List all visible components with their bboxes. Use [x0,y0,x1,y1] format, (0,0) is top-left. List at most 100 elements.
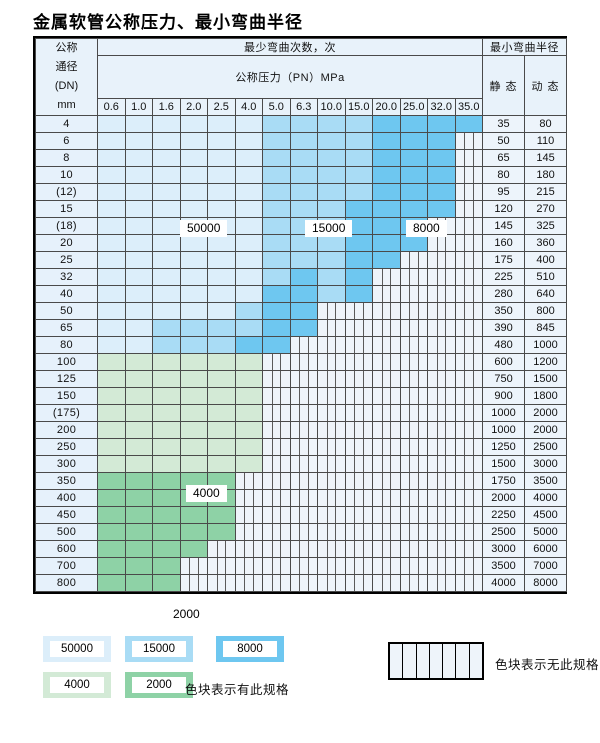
spec-cell-empty [399,268,428,286]
dn-value: 700 [35,557,98,575]
spec-cell-filled [97,557,126,575]
spec-cell-filled [207,166,236,184]
spec-cell-empty [454,574,484,592]
spec-cell-empty [344,438,373,456]
spec-cell-filled [152,438,181,456]
spec-cell-empty [289,387,318,405]
spec-cell-filled [317,115,346,133]
spec-cell-filled [427,149,456,167]
spec-cell-empty [427,472,456,490]
spec-cell-filled [427,132,456,150]
spec-cell-filled [427,166,456,184]
spec-cell-filled [97,115,126,133]
spec-cell-filled [97,217,126,235]
spec-cell-empty [372,523,401,541]
spec-cell-empty [344,557,373,575]
spec-cell-empty [372,438,401,456]
spec-cell-filled [289,166,318,184]
pressure-col-header: 15.0 [344,98,373,116]
spec-cell-empty [454,302,484,320]
spec-cell-filled [124,251,153,269]
spec-cell-filled [372,217,401,235]
spec-cell-empty [289,540,318,558]
spec-cell-empty [427,251,456,269]
spec-cell-filled [97,370,126,388]
pressure-col-header: 6.3 [289,98,318,116]
spec-cell-filled [124,438,153,456]
spec-cell-empty [427,421,456,439]
pressure-col-header: 20.0 [372,98,401,116]
table-row: 800 4000 8000 [35,574,568,592]
spec-cell-filled [234,370,263,388]
spec-cell-filled [234,149,263,167]
spec-cell-filled [344,115,373,133]
spec-cell-filled [152,404,181,422]
spec-cell-filled [289,234,318,252]
spec-cell-empty [372,353,401,371]
spec-cell-filled [234,455,263,473]
spec-cell-empty [317,540,346,558]
spec-cell-filled [124,285,153,303]
spec-cell-filled [207,285,236,303]
spec-cell-filled [97,336,126,354]
spec-cell-empty [372,455,401,473]
spec-cell-empty [262,506,291,524]
spec-cell-filled [372,183,401,201]
spec-cell-filled [124,132,153,150]
static-radius-value: 35 [482,115,526,133]
static-radius-value: 4000 [482,574,526,592]
spec-cell-filled [124,166,153,184]
static-radius-value: 350 [482,302,526,320]
spec-cell-empty [454,523,484,541]
spec-cell-empty [399,438,428,456]
dynamic-radius-value: 2500 [524,438,568,456]
spec-cell-filled [97,268,126,286]
spec-table: 公称 通径 (DN) mm 最少弯曲次数，次 最小弯曲半径 公称压力（PN）MP… [35,38,568,592]
table-row: 10 80 180 [35,166,568,184]
dn-header-line-2: 通径 [55,61,78,73]
spec-cell-empty [454,251,484,269]
spec-cell-filled [97,285,126,303]
dn-value: 150 [35,387,98,405]
spec-cell-filled [152,285,181,303]
spec-cell-filled [234,251,263,269]
spec-cell-filled [262,149,291,167]
spec-cell-filled [289,183,318,201]
spec-cell-empty [399,336,428,354]
spec-cell-empty [207,540,236,558]
spec-cell-empty [262,353,291,371]
dynamic-radius-value: 3500 [524,472,568,490]
dynamic-radius-value: 2000 [524,421,568,439]
spec-cell-empty [399,557,428,575]
spec-cell-filled [344,285,373,303]
spec-cell-empty [317,557,346,575]
spec-cell-filled [207,523,236,541]
static-radius-value: 225 [482,268,526,286]
spec-cell-filled [97,234,126,252]
pressure-col-header: 4.0 [234,98,263,116]
spec-cell-filled [317,166,346,184]
spec-cell-filled [124,489,153,507]
spec-cell-empty [427,302,456,320]
spec-cell-filled [234,438,263,456]
spec-cell-empty [234,557,263,575]
dynamic-radius-value: 325 [524,217,568,235]
spec-cell-filled [179,200,208,218]
table-header: 公称 通径 (DN) mm 最少弯曲次数，次 最小弯曲半径 公称压力（PN）MP… [35,38,568,116]
static-radius-value: 280 [482,285,526,303]
table-row: 20 160 360 [35,234,568,252]
spec-cell-empty [399,540,428,558]
table-row: 500 2500 5000 [35,523,568,541]
static-radius-value: 2250 [482,506,526,524]
spec-cell-empty [344,302,373,320]
cycle-count-callout: 4000 [186,485,227,502]
spec-cell-filled [97,540,126,558]
spec-cell-empty [454,183,484,201]
spec-cell-filled [179,285,208,303]
spec-cell-empty [262,421,291,439]
bend-radius-header: 最小弯曲半径 [482,38,568,56]
spec-cell-filled [179,183,208,201]
spec-cell-filled [124,234,153,252]
spec-cell-filled [152,115,181,133]
dn-value: 6 [35,132,98,150]
